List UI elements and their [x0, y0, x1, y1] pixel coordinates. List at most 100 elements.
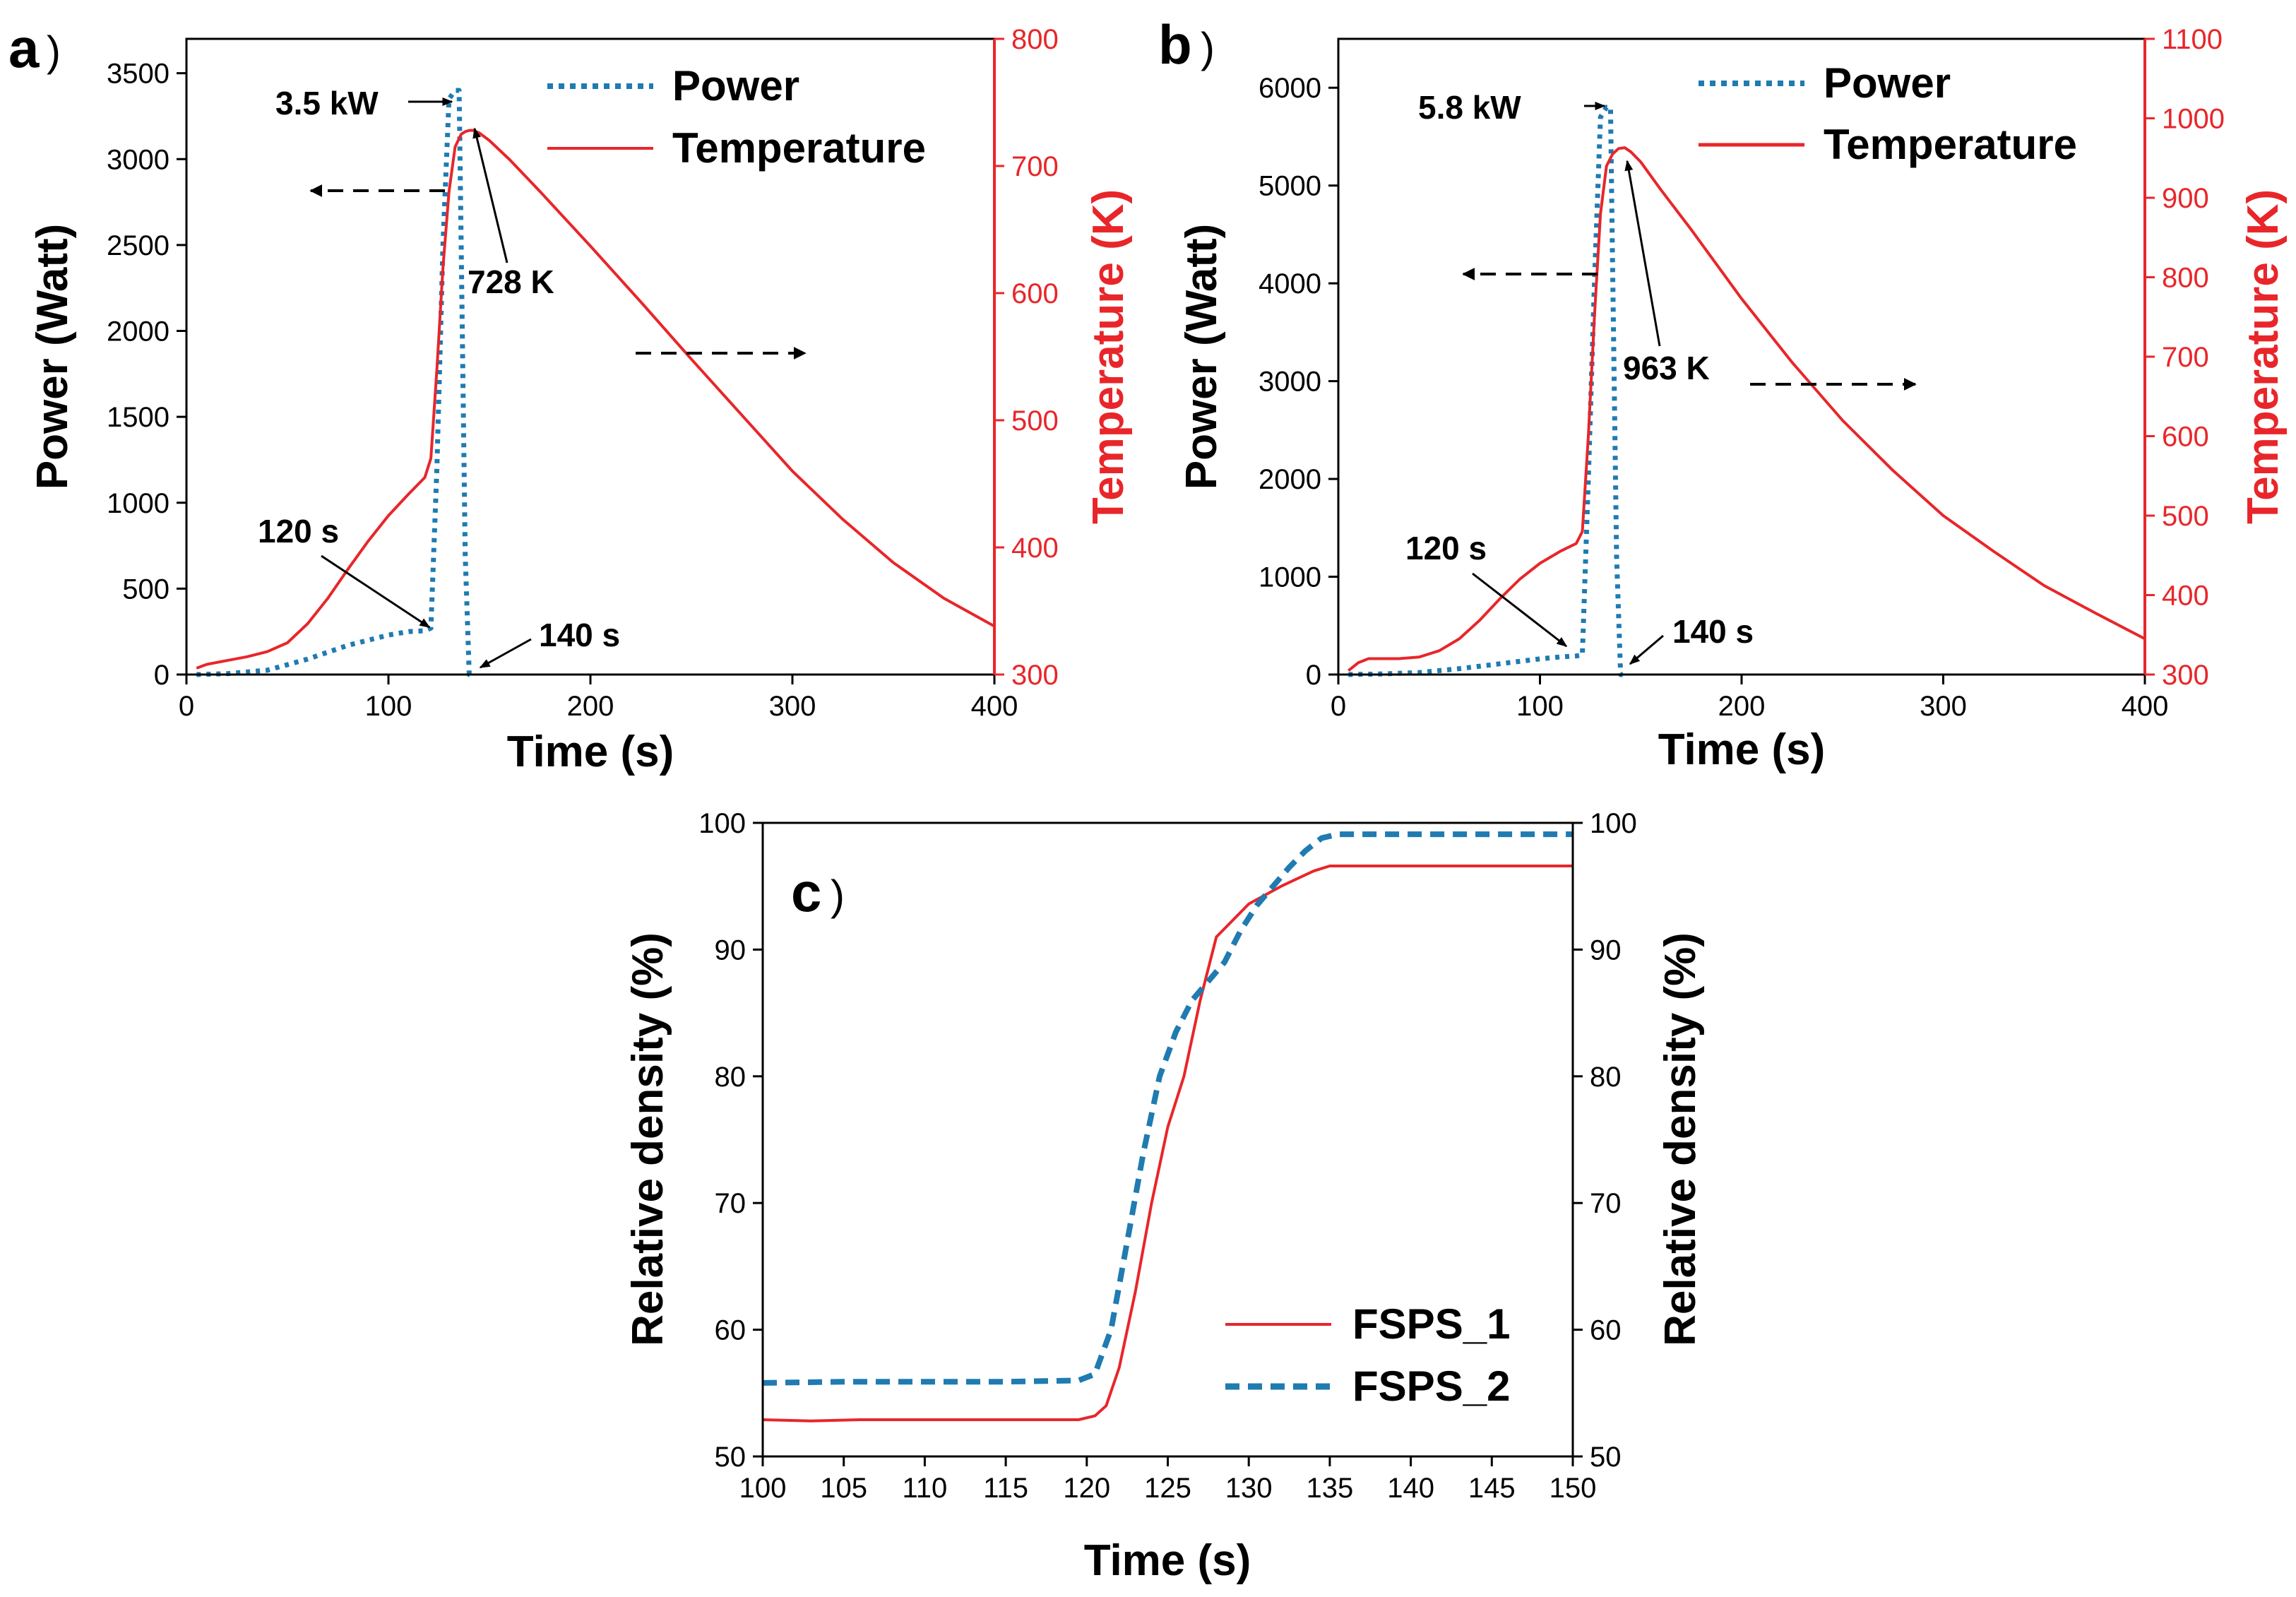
- panel-b-letter: b: [1158, 13, 1192, 76]
- panel-a-y-right-ticks: 300 400 500 600 700 800: [994, 24, 1059, 691]
- panel-b-x-tick-label: 300: [1920, 691, 1967, 722]
- panel-a-legend-temperature-label: Temperature: [672, 124, 926, 172]
- panel-a-y-left-tick-label: 3500: [107, 59, 169, 90]
- panel-a-y-right-tick-label: 800: [1011, 24, 1059, 55]
- panel-a-series-power-line: [196, 88, 472, 677]
- panel-b-y-right-tick-label: 300: [2162, 660, 2209, 691]
- panel-b-y-right-tick-label: 700: [2162, 342, 2209, 373]
- panel-c-y-left-ticks: 50 60 70 80 90 100: [698, 808, 763, 1473]
- panel-c-x-tick-label: 120: [1063, 1473, 1110, 1504]
- panel-b-y-right-tick-label: 900: [2162, 183, 2209, 214]
- panel-c-x-tick-label: 100: [739, 1473, 787, 1504]
- panel-b-y-left-tick-label: 6000: [1259, 73, 1321, 104]
- panel-b-y-left-axis-label: Power (Watt): [1177, 224, 1226, 490]
- panel-c-x-tick-label: 130: [1225, 1473, 1273, 1504]
- panel-b-x-tick-label: 200: [1718, 691, 1766, 722]
- panel-b-x-ticks: 0 100 200 300 400: [1331, 675, 2169, 722]
- panel-b-y-right-tick-label: 600: [2162, 422, 2209, 453]
- panel-b-y-right-tick-label: 1100: [2162, 24, 2223, 55]
- panel-a-y-left-tick-label: 2000: [107, 316, 169, 348]
- panel-b-annotation-peak-temperature-arrow: [1624, 160, 1661, 347]
- panel-c-legend-fsps2-label: FSPS_2: [1352, 1363, 1510, 1410]
- panel-a-x-axis-label: Time (s): [507, 728, 674, 776]
- panel-c-y-left-tick-label: 90: [715, 934, 747, 966]
- panel-c: c ) 100 105 110 115 120 125 130 135 140 145 150 50…: [624, 808, 1705, 1585]
- panel-b-annotation-peak-temperature: 963 K: [1623, 350, 1710, 386]
- panel-a-y-right-tick-label: 300: [1011, 660, 1059, 691]
- panel-b-annotation-140s: 140 s: [1672, 613, 1754, 650]
- panel-a-annotation-120s: 120 s: [258, 513, 339, 550]
- panel-a-series-layer: [196, 88, 995, 677]
- panel-c-legend-fsps1-label: FSPS_1: [1352, 1300, 1510, 1348]
- panel-a-paren: ): [47, 28, 61, 75]
- panel-a-y-left-tick-label: 2500: [107, 230, 169, 261]
- panel-b-y-right-tick-label: 500: [2162, 501, 2209, 532]
- panel-a-annotation-140s-arrow: [479, 638, 532, 669]
- panel-a-legend-power-label: Power: [672, 62, 799, 109]
- panel-a-x-tick-label: 300: [769, 691, 816, 722]
- panel-a-x-tick-label: 100: [365, 691, 412, 722]
- panel-b-y-left-tick-label: 0: [1306, 660, 1321, 691]
- panel-c-x-tick-label: 135: [1307, 1473, 1354, 1504]
- panel-a-annotation-peak-power: 3.5 kW: [275, 85, 379, 121]
- panel-a-y-right-tick-label: 700: [1011, 151, 1059, 182]
- panel-b-y-left-tick-label: 3000: [1259, 367, 1321, 398]
- panel-a-y-left-tick-label: 0: [154, 660, 169, 691]
- panel-c-y-right-tick-label: 50: [1590, 1442, 1622, 1473]
- panel-b-y-right-tick-label: 800: [2162, 263, 2209, 294]
- panel-b-series-power-line: [1348, 105, 1624, 677]
- panel-b-x-tick-label: 0: [1331, 691, 1346, 722]
- panel-c-y-left-tick-label: 100: [698, 808, 746, 839]
- panel-a-y-right-tick-label: 500: [1011, 405, 1059, 437]
- panel-a-y-left-axis-label: Power (Watt): [28, 224, 77, 490]
- panel-b-y-left-tick-label: 1000: [1259, 562, 1321, 593]
- panel-b-y-left-ticks: 0 1000 2000 3000 4000 5000 6000: [1259, 73, 1338, 691]
- panel-c-y-right-tick-label: 90: [1590, 934, 1622, 966]
- panel-b-series-layer: [1348, 105, 2146, 677]
- panel-c-x-tick-label: 145: [1468, 1473, 1516, 1504]
- panel-a-y-left-tick-label: 500: [122, 574, 169, 605]
- panel-b-y-right-tick-label: 400: [2162, 581, 2209, 612]
- panel-b-series-temperature-line: [1348, 146, 2146, 672]
- panel-b-x-axis-label: Time (s): [1658, 725, 1826, 774]
- panel-b-legend-temperature-label: Temperature: [1824, 121, 2077, 168]
- panel-b-y-left-tick-label: 2000: [1259, 464, 1321, 495]
- panel-c-x-tick-label: 140: [1387, 1473, 1434, 1504]
- panel-c-series-fsps-2-line: [762, 831, 1573, 1386]
- panel-b-annotation-peak-power: 5.8 kW: [1418, 89, 1521, 126]
- panel-c-y-right-tick-label: 80: [1590, 1062, 1622, 1093]
- panel-b-y-left-tick-label: 5000: [1259, 171, 1321, 202]
- panel-c-y-right-tick-label: 70: [1590, 1188, 1622, 1219]
- panel-c-y-right-ticks: 50 60 70 80 90 100: [1573, 808, 1637, 1473]
- panel-b-annotation-120s: 120 s: [1405, 530, 1487, 566]
- panel-a-x-tick-label: 0: [179, 691, 194, 722]
- panel-a-annotation-120s-arrow: [321, 554, 431, 629]
- panel-a-annotation-peak-temperature-arrow: [472, 127, 508, 263]
- panel-c-x-tick-label: 105: [820, 1473, 867, 1504]
- panel-a-x-tick-label: 200: [567, 691, 614, 722]
- panel-c-paren: ): [831, 872, 845, 919]
- panel-a-y-right-tick-label: 600: [1011, 278, 1059, 309]
- panel-c-y-left-tick-label: 60: [715, 1315, 747, 1346]
- panel-a-y-left-tick-label: 1500: [107, 402, 169, 433]
- panel-a-x-tick-label: 400: [971, 691, 1018, 722]
- panel-b: b ) 0 100 200 300 400 0100020003000400050006…: [1158, 13, 2288, 774]
- panel-c-y-right-tick-label: 60: [1590, 1315, 1622, 1346]
- panel-b-x-tick-label: 400: [2122, 691, 2169, 722]
- panel-a-y-left-tick-label: 1000: [107, 488, 169, 519]
- panel-b-x-tick-label: 100: [1516, 691, 1564, 722]
- panel-b-annotation-120s-arrow: [1472, 572, 1568, 648]
- panel-a: a ) 0 100 200 300 400 0500100015002000250030…: [8, 17, 1133, 776]
- panel-c-x-axis-label: Time (s): [1084, 1536, 1251, 1585]
- panel-a-letter: a: [8, 17, 40, 79]
- panel-a-series-temperature-line: [196, 129, 995, 670]
- panel-c-plot-frame: [761, 821, 1574, 1458]
- panel-c-y-left-axis-label: Relative density (%): [624, 932, 672, 1346]
- panel-c-y-left-tick-label: 50: [715, 1442, 747, 1473]
- panel-b-y-left-tick-label: 4000: [1259, 268, 1321, 299]
- panel-c-y-right-tick-label: 100: [1590, 808, 1637, 839]
- panel-c-y-left-tick-label: 80: [715, 1062, 747, 1093]
- panel-b-y-right-tick-label: 1000: [2162, 104, 2225, 135]
- panel-a-x-ticks: 0 100 200 300 400: [179, 675, 1018, 722]
